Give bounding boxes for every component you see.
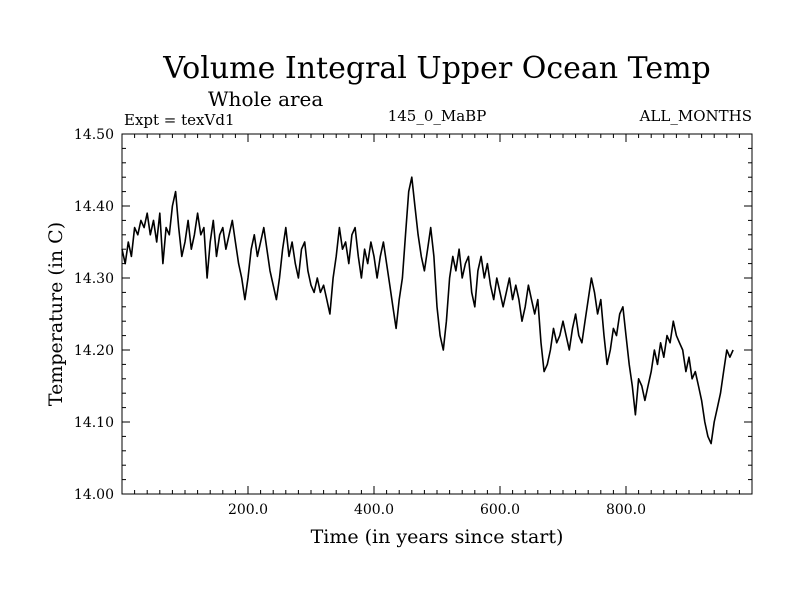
x-tick-label: 400.0 — [354, 502, 394, 518]
y-tick-label: 14.00 — [74, 487, 114, 503]
x-tick-label: 600.0 — [480, 502, 520, 518]
run-label: 145_0_MaBP — [388, 107, 487, 125]
y-tick-label: 14.20 — [74, 343, 114, 359]
chart-title: Volume Integral Upper Ocean Temp — [162, 51, 710, 86]
x-tick-label: 800.0 — [606, 502, 646, 518]
y-axis-title: Temperature (in C) — [45, 222, 67, 406]
series-line — [121, 176, 734, 445]
chart-subtitle: Whole area — [208, 87, 323, 111]
y-tick-label: 14.50 — [74, 127, 114, 143]
y-tick-label: 14.30 — [74, 271, 114, 287]
axis-ticks — [122, 134, 752, 494]
experiment-label: Expt = texVd1 — [124, 111, 235, 129]
months-label: ALL_MONTHS — [639, 107, 752, 125]
x-axis-title: Time (in years since start) — [311, 526, 564, 548]
y-tick-label: 14.40 — [74, 199, 114, 215]
tick-labels: 200.0 400.0 600.0 800.0 14.00 14.10 14.20 14.30… — [74, 127, 646, 518]
x-tick-label: 200.0 — [228, 502, 268, 518]
y-tick-label: 14.10 — [74, 415, 114, 431]
